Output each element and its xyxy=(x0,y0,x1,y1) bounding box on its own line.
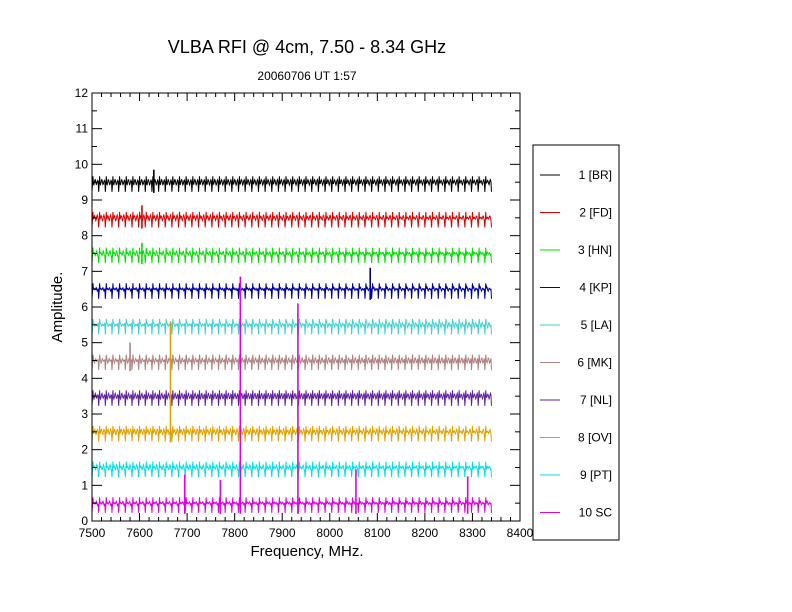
y-tick-label: 11 xyxy=(76,122,89,136)
x-tick-label: 8100 xyxy=(364,526,391,540)
series-layer xyxy=(91,169,492,514)
x-tick-label: 7500 xyxy=(79,526,106,540)
y-tick-label: 5 xyxy=(81,336,88,350)
series-line xyxy=(91,461,492,478)
x-tick-label: 8200 xyxy=(412,526,439,540)
x-tick-label: 8400 xyxy=(507,526,534,540)
x-tick-label: 7700 xyxy=(174,526,201,540)
series-line xyxy=(91,211,492,228)
y-tick-label: 0 xyxy=(81,514,88,528)
series-line xyxy=(91,425,492,442)
y-tick-label: 1 xyxy=(81,478,88,492)
chart-title: VLBA RFI @ 4cm, 7.50 - 8.34 GHz xyxy=(168,37,446,57)
x-axis-label: Frequency, MHz. xyxy=(250,543,363,560)
legend-label: 2 [FD] xyxy=(579,206,612,220)
y-tick-label: 3 xyxy=(81,407,88,421)
y-tick-label: 8 xyxy=(81,229,88,243)
legend-label: 6 [MK] xyxy=(577,356,612,370)
legend-label: 7 [NL] xyxy=(580,393,612,407)
series-line xyxy=(91,497,492,513)
legend-label: 5 [LA] xyxy=(581,318,612,332)
y-axis-label: Amplitude. xyxy=(49,272,66,343)
series-line xyxy=(91,354,492,371)
y-tick-label: 6 xyxy=(81,300,88,314)
legend-label: 8 [OV] xyxy=(578,431,612,445)
x-tick-label: 7900 xyxy=(269,526,296,540)
series-line xyxy=(91,390,492,406)
chart-subtitle: 20060706 UT 1:57 xyxy=(257,69,357,83)
x-tick-label: 8300 xyxy=(459,526,486,540)
x-tick-label: 7600 xyxy=(126,526,153,540)
legend-label: 4 [KP] xyxy=(579,281,612,295)
series-line xyxy=(91,283,492,299)
legend-label: 3 [HN] xyxy=(578,243,612,257)
legend-label: 10 SC xyxy=(579,506,613,520)
y-tick-label: 7 xyxy=(81,264,88,278)
y-tick-label: 4 xyxy=(81,371,88,385)
x-tick-label: 7800 xyxy=(221,526,248,540)
y-tick-label: 2 xyxy=(81,443,88,457)
series-line xyxy=(91,318,492,335)
y-tick-label: 10 xyxy=(75,157,89,171)
legend-label: 9 [PT] xyxy=(580,468,612,482)
y-tick-label: 9 xyxy=(81,193,88,207)
plot-frame xyxy=(91,92,521,522)
x-tick-label: 8000 xyxy=(316,526,343,540)
legend: 1 [BR] 2 [FD] 3 [HN] 4 [KP] 5 [LA] 6 [MK] 7 [N… xyxy=(540,168,612,520)
legend-label: 1 [BR] xyxy=(579,168,612,182)
legend-box xyxy=(532,144,620,541)
tick-layer: 7500 7600 7700 7800 7900 8000 8100 8200 8300 8400… xyxy=(75,86,534,540)
y-tick-label: 12 xyxy=(75,86,89,100)
series-line xyxy=(91,247,492,264)
series-line xyxy=(91,176,492,192)
